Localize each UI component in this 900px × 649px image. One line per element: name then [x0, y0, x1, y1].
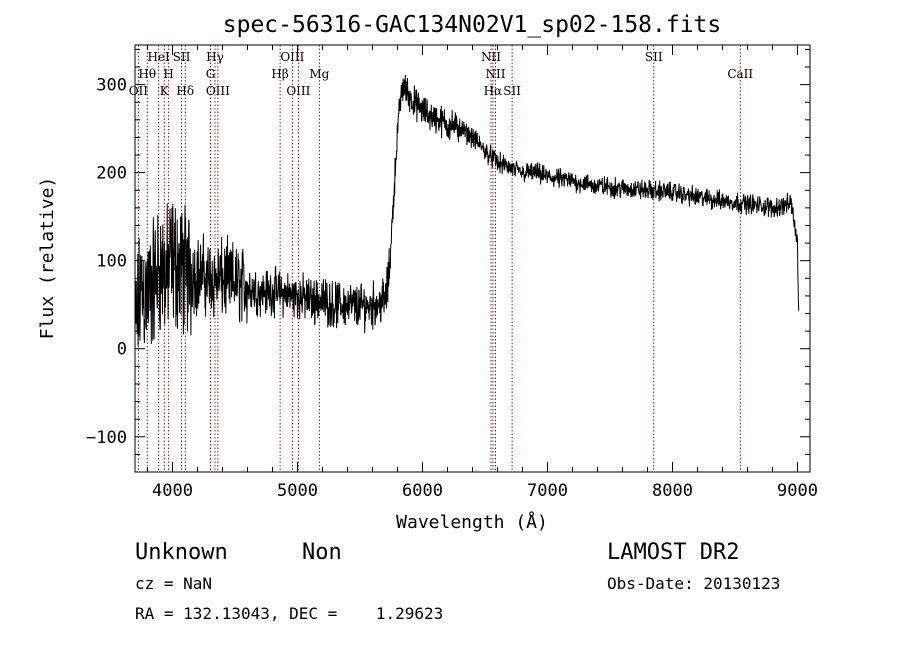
line-marker-label: G: [206, 67, 216, 81]
line-marker-label: CaII: [727, 67, 753, 81]
line-marker-label: OIII: [280, 50, 304, 64]
y-tick-label: 200: [96, 164, 127, 184]
line-marker-label: SII: [645, 50, 663, 64]
line-marker-label: NII: [486, 67, 506, 81]
line-marker-label: Hα: [484, 84, 503, 98]
y-tick-label: 300: [96, 76, 127, 96]
x-axis-label: Wavelength (Å): [396, 511, 548, 533]
x-tick-label: 6000: [402, 481, 443, 501]
line-marker-label: K: [160, 84, 170, 98]
x-tick-label: 4000: [152, 481, 193, 501]
class-label: Unknown: [135, 540, 228, 565]
y-axis-label: Flux (relative): [37, 177, 58, 340]
line-marker-label: Hδ: [176, 84, 194, 98]
spectrum-series: [134, 74, 800, 347]
line-marker-label: Hγ: [206, 50, 224, 64]
line-marker-label: SII: [503, 84, 521, 98]
line-marker-label: HeI: [147, 50, 170, 64]
y-axis: −100 0 100 200 300: [86, 48, 810, 455]
line-marker-label: SII: [173, 50, 191, 64]
chart-title: spec-56316-GAC134N02V1_sp02-158.fits: [223, 12, 722, 38]
y-tick-label: 0: [117, 340, 127, 360]
survey-label: LAMOST DR2: [607, 540, 739, 565]
obs-date-text: Obs-Date: 20130123: [607, 574, 780, 593]
line-marker-label: Hβ: [271, 67, 288, 81]
line-marker-label: OIII: [286, 84, 310, 98]
line-marker-label: Hθ: [138, 67, 156, 81]
y-tick-label: 100: [96, 252, 127, 272]
subclass-label: Non: [302, 540, 342, 565]
line-marker-label: H: [163, 67, 173, 81]
cz-text: cz = NaN: [135, 574, 212, 593]
line-marker-label: NII: [481, 50, 501, 64]
x-tick-label: 8000: [652, 481, 693, 501]
x-tick-label: 7000: [527, 481, 568, 501]
x-axis: 4000 5000 6000 7000 8000 9000: [147, 45, 818, 501]
coords-text: RA = 132.13043, DEC = 1.29623: [135, 604, 443, 623]
x-tick-label: 5000: [277, 481, 318, 501]
y-tick-label: −100: [86, 428, 127, 448]
line-marker-label: Mg: [309, 67, 329, 81]
line-marker-label: OIII: [206, 84, 230, 98]
x-tick-label: 9000: [777, 481, 818, 501]
line-marker-label: OII: [129, 84, 149, 98]
spectrum-line: [134, 74, 800, 347]
